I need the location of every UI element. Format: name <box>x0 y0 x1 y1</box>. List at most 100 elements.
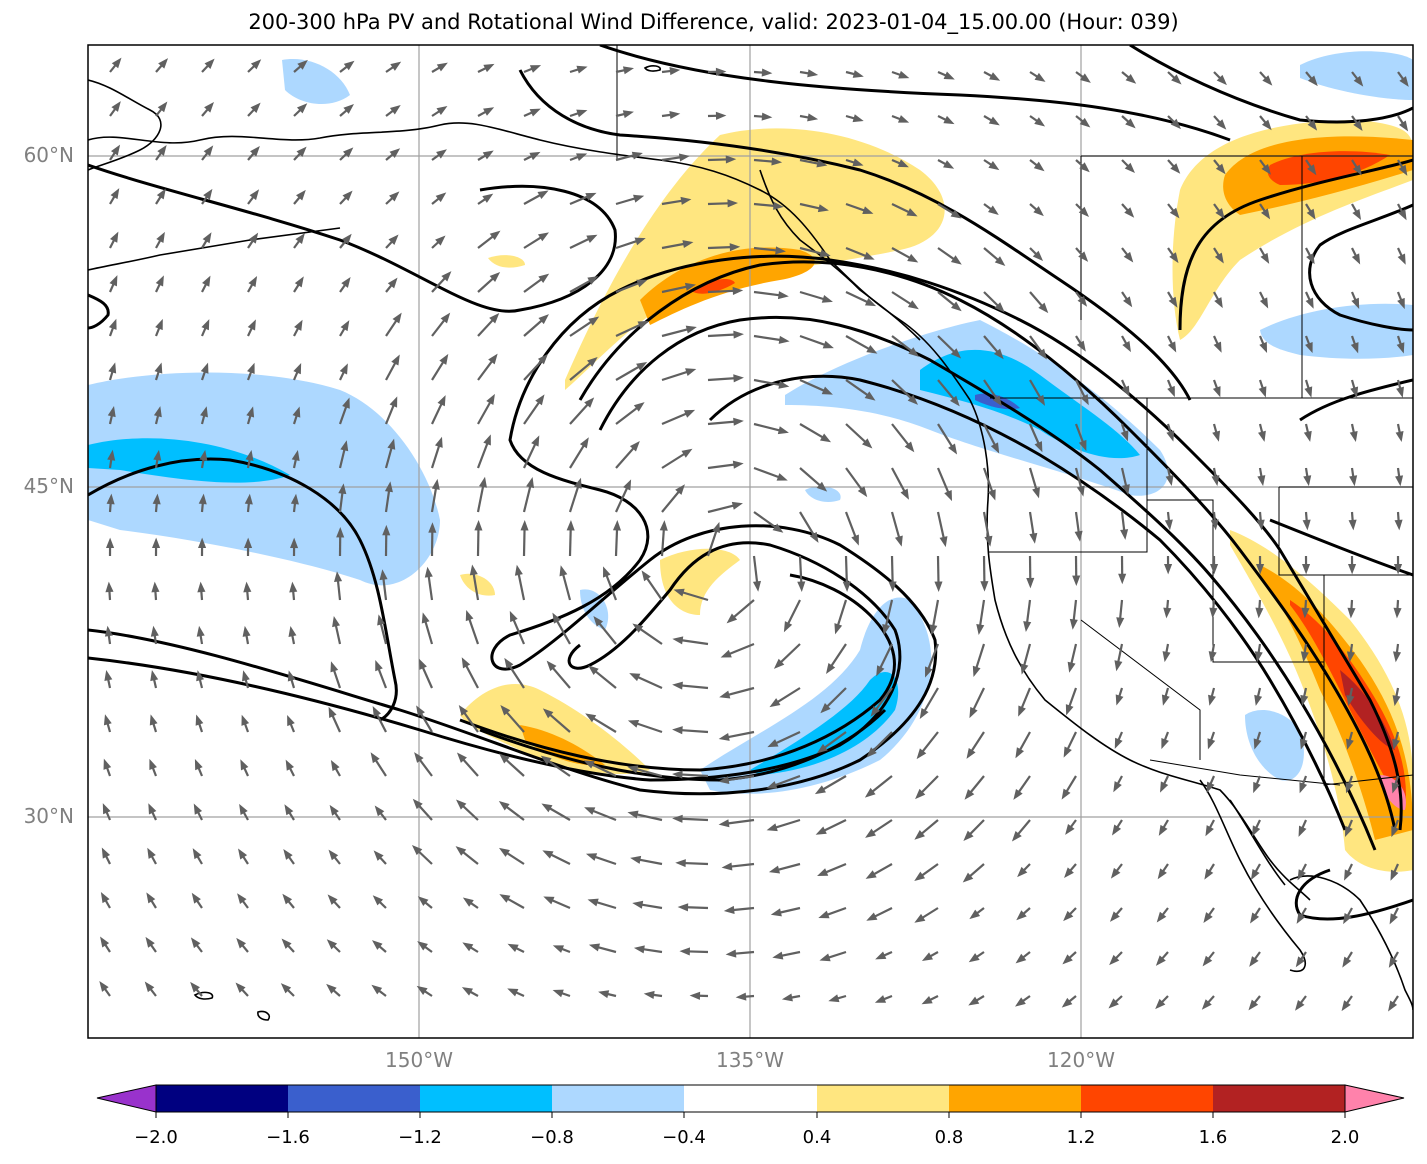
wind-arrow-head <box>247 362 255 374</box>
wind-arrow-shaft <box>614 525 619 557</box>
wind-arrow-head <box>733 417 744 426</box>
wind-arrow-shaft <box>799 467 824 489</box>
wind-arrow-head <box>673 588 685 597</box>
contour-ne-3 <box>1299 378 1413 422</box>
wind-arrow-head <box>1114 660 1123 672</box>
wind-arrow-head <box>100 892 110 904</box>
wind-arrow-shaft <box>983 423 998 449</box>
wind-arrow-head <box>342 190 353 201</box>
baja-coast <box>1199 779 1306 972</box>
wind-arrow-head <box>1013 789 1023 800</box>
wind-arrow-head <box>537 190 549 200</box>
contour-ridge-2 <box>598 315 1377 851</box>
wind-arrow-shaft <box>707 289 738 294</box>
wind-arrow-head <box>153 406 162 418</box>
wind-arrow-head <box>483 434 491 446</box>
wind-arrow-head <box>103 758 112 770</box>
wind-arrow-head <box>1345 782 1354 794</box>
colorbar-over-triangle <box>1344 1084 1405 1113</box>
wind-arrow-head <box>1074 530 1083 542</box>
wind-arrow-shaft <box>615 444 637 469</box>
wind-arrow-head <box>1118 573 1127 585</box>
wind-arrow-shaft <box>423 617 434 645</box>
contour-west-1 <box>88 457 398 722</box>
wind-arrow-head <box>104 669 113 682</box>
wind-arrow-head <box>155 318 163 331</box>
wind-arrow-head <box>929 624 938 636</box>
wind-arrow-shaft <box>936 555 940 587</box>
coastlines <box>88 65 1413 1021</box>
wind-arrow-shaft <box>463 662 479 689</box>
wind-arrow-head <box>145 936 155 948</box>
wind-arrow-head <box>815 826 827 835</box>
wind-arrow-head <box>622 66 634 75</box>
wind-arrow-head <box>330 760 340 772</box>
wind-arrow-head <box>1033 161 1045 172</box>
wind-arrow-head <box>1125 118 1136 129</box>
wind-arrow-head <box>1215 208 1225 219</box>
wind-arrow-shaft <box>828 643 847 670</box>
wind-arrow-shaft <box>845 335 873 352</box>
wind-arrow-head <box>150 625 159 637</box>
wind-arrow-head <box>715 67 727 76</box>
wind-arrow-shaft <box>752 555 759 586</box>
wind-arrow-head <box>719 690 731 699</box>
wind-arrow-head <box>914 913 926 923</box>
wind-arrow-head <box>1069 618 1078 630</box>
state-border-2 <box>1147 499 1324 663</box>
wind-arrow-shaft <box>477 398 493 425</box>
wind-arrow-head <box>1160 781 1169 793</box>
wind-arrow-head <box>587 276 599 285</box>
wind-arrow-head <box>807 69 819 78</box>
wind-arrow-head <box>1398 120 1409 132</box>
colorbar-tick-label: 0.8 <box>934 1127 964 1148</box>
wind-arrow-head <box>636 361 648 371</box>
wind-arrow-head <box>295 233 305 244</box>
wind-arrow-head <box>1259 297 1269 309</box>
wind-arrow-shaft <box>936 467 951 497</box>
wind-arrow-head <box>1016 910 1027 921</box>
wind-arrow-head <box>1396 386 1404 398</box>
wind-arrow-head <box>809 531 819 543</box>
wind-arrow-shaft <box>430 442 442 469</box>
wind-arrow-shaft <box>615 364 643 381</box>
wind-arrow-head <box>1344 869 1353 881</box>
wind-arrow-shaft <box>467 615 480 645</box>
wind-arrow-head <box>1023 621 1032 632</box>
wind-arrow-shaft <box>724 686 755 697</box>
wind-arrow-head <box>1078 439 1087 452</box>
wind-arrow-head <box>1034 72 1046 82</box>
wind-arrow-head <box>111 101 121 112</box>
wind-arrow-shaft <box>636 626 663 645</box>
wind-arrow-head <box>290 537 299 549</box>
wind-arrow-head <box>766 781 778 789</box>
wind-arrow-head <box>632 623 644 633</box>
wind-arrow-head <box>489 272 501 283</box>
wind-arrow-head <box>412 798 423 810</box>
wind-arrow-shaft <box>727 862 755 869</box>
wind-arrow-head <box>904 441 915 453</box>
wind-arrow-shaft <box>884 599 894 630</box>
wind-arrow-head <box>875 951 887 960</box>
wind-arrow-head <box>1164 563 1173 575</box>
wind-arrow-head <box>761 112 773 121</box>
wind-arrow-shaft <box>615 404 641 425</box>
wind-arrow-head <box>462 942 474 952</box>
wind-arrow-head <box>1299 738 1308 750</box>
wind-arrow-head <box>1029 532 1038 544</box>
wind-arrow-head <box>194 759 203 771</box>
wind-arrow-head <box>198 537 207 549</box>
wind-arrow-head <box>469 564 478 576</box>
wind-arrow-head <box>627 765 639 774</box>
wind-arrow-head <box>907 394 919 405</box>
wind-arrow-head <box>1116 617 1125 628</box>
wind-arrow-shaft <box>588 761 617 777</box>
wind-arrow-shaft <box>678 638 709 646</box>
wind-arrow-head <box>281 938 292 949</box>
wind-arrow-shaft <box>661 488 682 513</box>
wind-arrow-head <box>504 657 514 669</box>
wind-arrow-head <box>342 147 354 158</box>
wind-arrow-head <box>244 493 253 505</box>
wind-arrow-head <box>1397 297 1405 310</box>
wind-arrow-head <box>987 205 999 215</box>
